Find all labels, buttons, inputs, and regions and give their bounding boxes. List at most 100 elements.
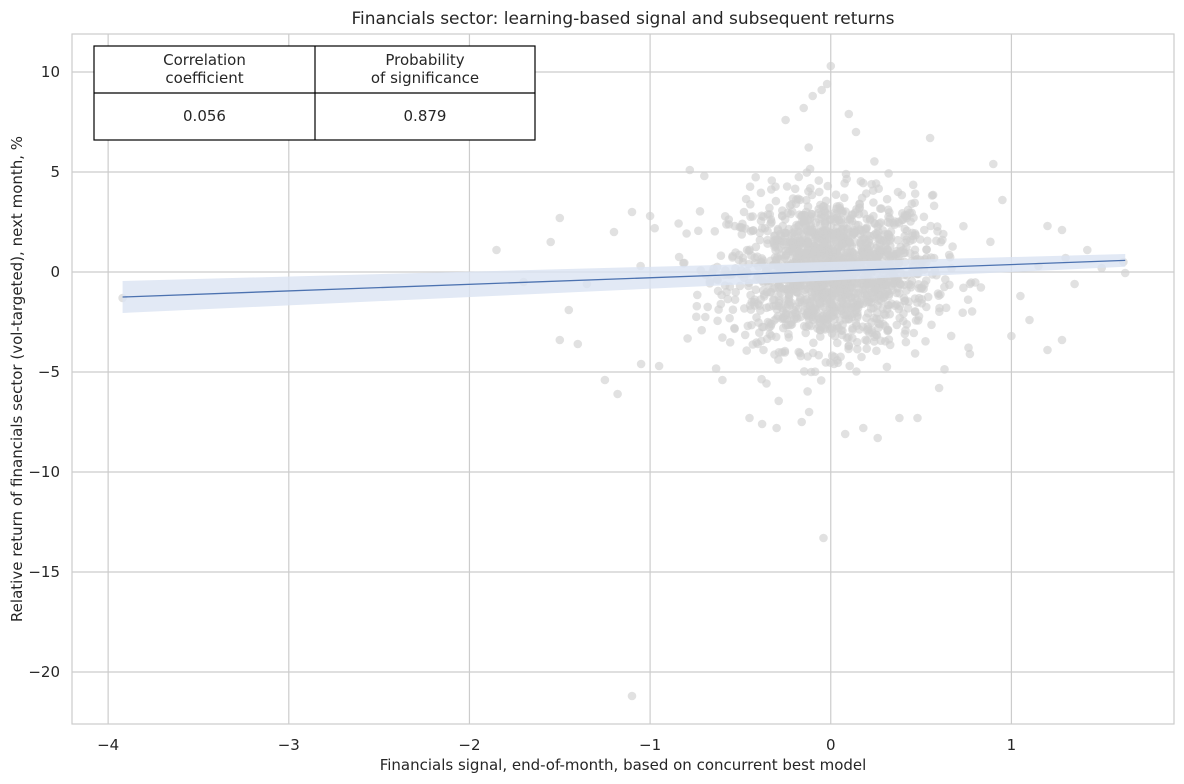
- scatter-point: [739, 207, 749, 217]
- scatter-point: [886, 233, 896, 243]
- scatter-point: [876, 277, 885, 287]
- scatter-point: [1070, 279, 1079, 289]
- scatter-point: [836, 227, 845, 236]
- scatter-point: [845, 361, 854, 371]
- scatter-point: [743, 321, 753, 331]
- scatter-point: [746, 226, 756, 236]
- scatter-point: [799, 367, 809, 376]
- scatter-point: [862, 189, 871, 198]
- scatter-point: [674, 252, 684, 262]
- scatter-point: [875, 314, 884, 324]
- scatter-point: [873, 222, 882, 231]
- scatter-point: [833, 356, 842, 365]
- scatter-point: [600, 375, 610, 385]
- scatter-point: [906, 217, 915, 226]
- regression-layer: [122, 254, 1126, 313]
- scatter-point: [745, 182, 755, 191]
- scatter-point: [728, 305, 738, 315]
- scatter-point: [772, 314, 781, 323]
- chart-title: Financials sector: learning-based signal…: [352, 9, 895, 29]
- scatter-point: [725, 313, 734, 323]
- scatter-point: [893, 235, 903, 245]
- scatter-point: [781, 251, 791, 260]
- scatter-point: [830, 289, 840, 298]
- scatter-point: [693, 290, 702, 300]
- scatter-point: [844, 333, 853, 342]
- scatter-point: [762, 334, 772, 344]
- scatter-point: [745, 413, 754, 423]
- scatter-point: [872, 240, 882, 250]
- scatter-point: [926, 221, 935, 231]
- confidence-band: [122, 254, 1126, 313]
- scatter-point: [752, 338, 761, 347]
- scatter-point: [794, 347, 803, 357]
- scatter-point: [882, 362, 892, 372]
- scatter-point: [784, 224, 794, 234]
- scatter-point: [818, 238, 828, 248]
- scatter-point: [609, 227, 619, 237]
- scatter-point: [1057, 225, 1067, 235]
- scatter-point: [767, 176, 777, 185]
- scatter-point: [921, 337, 930, 346]
- table-value-probability: 0.879: [404, 107, 447, 125]
- scatter-point: [697, 325, 706, 335]
- scatter-point: [819, 533, 828, 543]
- scatter-point: [546, 237, 555, 247]
- scatter-point: [627, 207, 637, 217]
- x-axis-label: Financials signal, end-of-month, based o…: [380, 756, 867, 774]
- scatter-point: [829, 208, 839, 218]
- scatter-point: [771, 196, 781, 206]
- scatter-point: [806, 367, 816, 377]
- scatter-point: [769, 284, 778, 293]
- scatter-point: [933, 227, 942, 236]
- scatter-point: [858, 178, 868, 188]
- scatter-point: [759, 322, 768, 332]
- scatter-point: [710, 227, 720, 236]
- scatter-point: [927, 191, 937, 200]
- scatter-point: [573, 339, 583, 349]
- table-header-correlation: Correlation coefficient: [163, 51, 246, 87]
- scatter-point: [763, 239, 772, 248]
- scatter-point: [827, 324, 837, 333]
- scatter-point: [934, 383, 944, 393]
- scatter-point: [882, 194, 892, 204]
- scatter-point: [852, 367, 861, 376]
- scatter-point: [896, 280, 905, 289]
- scatter-point: [758, 286, 768, 295]
- scatter-point: [770, 350, 779, 359]
- scatter-point: [746, 212, 755, 222]
- scatter-point: [674, 219, 683, 228]
- stats-table: Correlation coefficient Probability of sig…: [93, 45, 536, 141]
- scatter-point: [831, 190, 841, 199]
- scatter-point: [720, 212, 730, 221]
- scatter-point: [855, 325, 864, 334]
- scatter-point: [808, 295, 818, 305]
- scatter-point: [820, 212, 830, 221]
- y-axis-ticks: 10 5 0 −5 −10 −15 −20: [28, 63, 60, 681]
- scatter-point: [815, 227, 824, 237]
- scatter-point: [694, 226, 703, 236]
- scatter-point: [941, 275, 950, 284]
- scatter-point: [869, 198, 878, 207]
- scatter-point: [842, 294, 851, 304]
- scatter-point: [870, 157, 879, 166]
- scatter-point: [794, 172, 804, 182]
- scatter-point: [900, 224, 910, 234]
- scatter-point: [895, 413, 904, 423]
- scatter-point: [785, 301, 795, 310]
- scatter-point: [866, 304, 876, 313]
- scatter-point: [700, 171, 709, 181]
- scatter-point: [902, 320, 912, 329]
- scatter-point: [846, 253, 856, 263]
- x-tick-label: 0: [826, 736, 836, 754]
- scatter-point: [878, 236, 887, 245]
- scatter-point: [905, 208, 914, 218]
- scatter-point: [1043, 221, 1052, 231]
- scatter-point: [636, 359, 646, 369]
- x-tick-label: 1: [1007, 736, 1017, 754]
- plot-frame: [71, 33, 1175, 725]
- scatter-point: [683, 334, 692, 343]
- scatter-point: [734, 250, 744, 260]
- scatter-point: [1016, 291, 1025, 301]
- y-tick-label: −10: [28, 463, 60, 481]
